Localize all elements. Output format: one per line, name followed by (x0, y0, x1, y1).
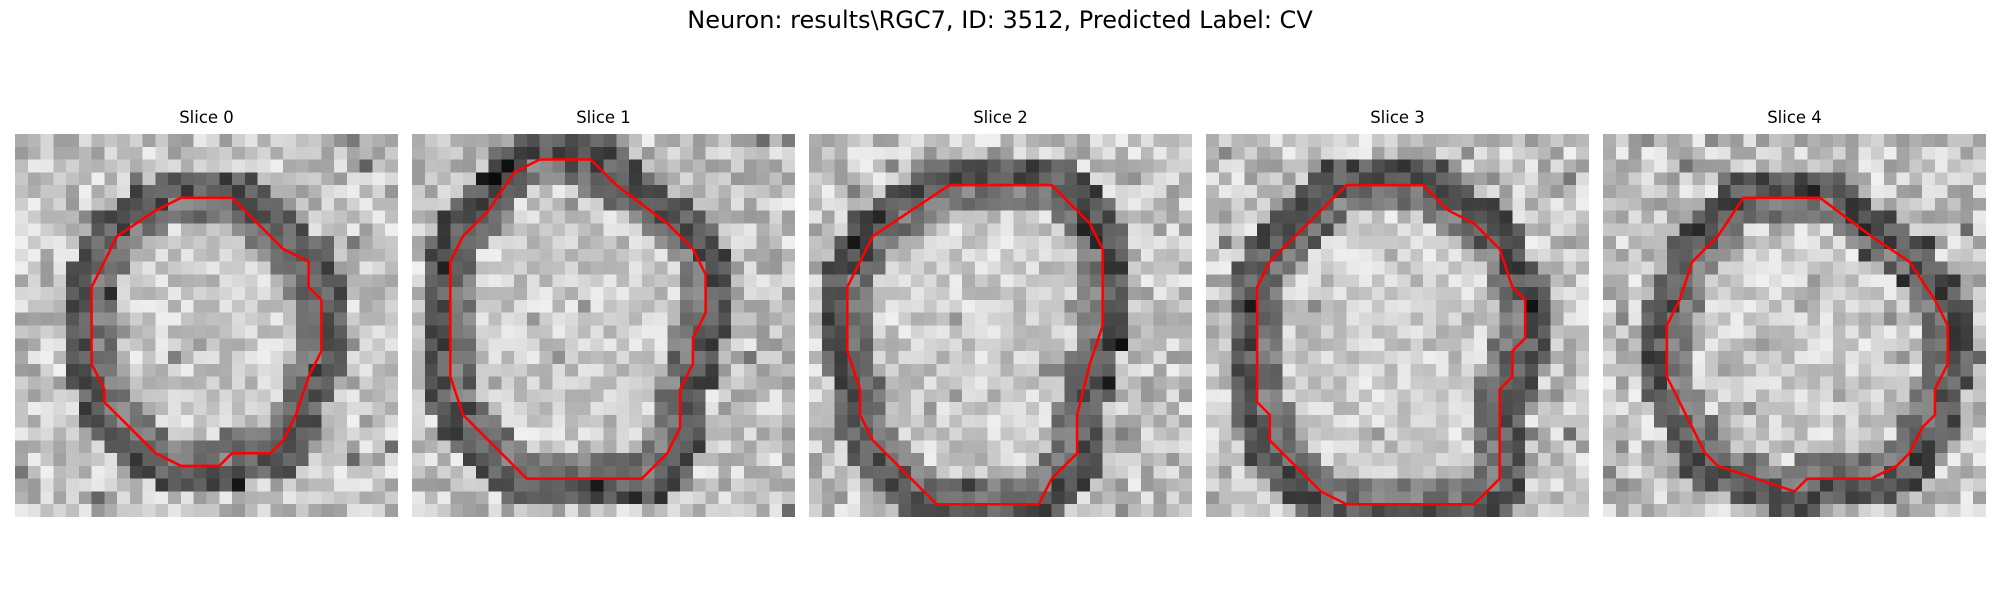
grayscale-pixels (15, 134, 398, 517)
slice-image (1206, 134, 1589, 517)
segmentation-contour (846, 183, 1104, 506)
slice-panel-2: Slice 2 (809, 106, 1192, 517)
segmentation-contour (449, 158, 707, 480)
slice-title: Slice 3 (1370, 108, 1425, 127)
slice-panel-0: Slice 0 (15, 106, 398, 517)
slice-image (15, 134, 398, 517)
segmentation-contour (1255, 183, 1527, 506)
slice-image (1603, 134, 1986, 517)
slice-title: Slice 1 (576, 108, 631, 127)
slice-title: Slice 0 (179, 108, 234, 127)
slice-title: Slice 2 (973, 108, 1028, 127)
slice-panel-1: Slice 1 (412, 106, 795, 517)
grayscale-pixels (1603, 134, 1986, 517)
slice-panel-3: Slice 3 (1206, 106, 1589, 517)
grayscale-pixels (412, 134, 795, 517)
slice-title: Slice 4 (1767, 108, 1822, 127)
figure-title: Neuron: results\RGC7, ID: 3512, Predicte… (687, 6, 1313, 34)
segmentation-contour (1665, 196, 1949, 493)
grayscale-pixels (1206, 134, 1589, 517)
slice-panel-4: Slice 4 (1603, 106, 1986, 517)
segmentation-contour (90, 196, 323, 468)
slice-image (412, 134, 795, 517)
slice-image (809, 134, 1192, 517)
grayscale-pixels (809, 134, 1192, 517)
